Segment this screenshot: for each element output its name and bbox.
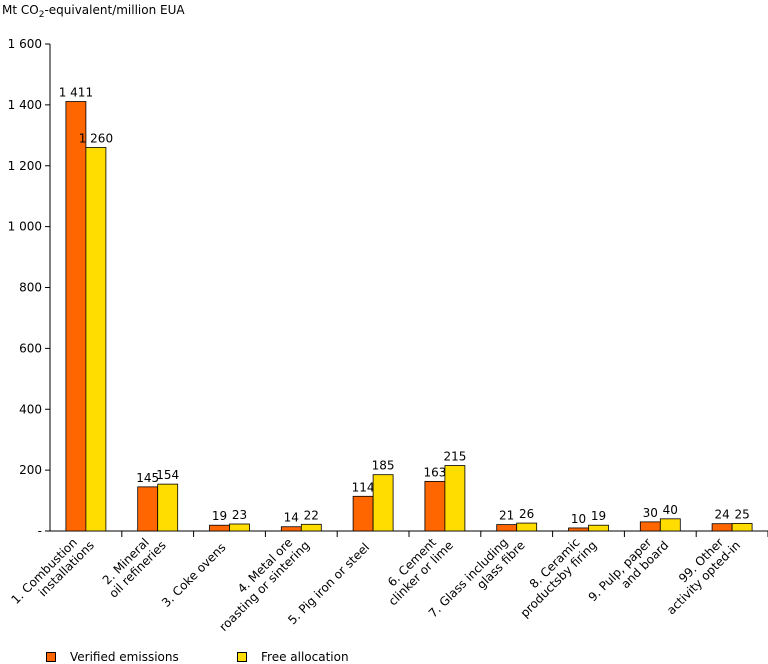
- y-tick-label: 400: [19, 402, 42, 416]
- legend-label-verified-emissions: Verified emissions: [70, 650, 179, 664]
- y-tick-label: 200: [19, 463, 42, 477]
- data-label: 1 260: [79, 131, 113, 145]
- data-label: 1 411: [59, 86, 93, 100]
- y-tick-label: 1 200: [8, 159, 42, 173]
- bar-free-allocation: [444, 465, 466, 532]
- x-tick-label: 99. Otheractivity opted-in: [654, 528, 743, 617]
- legend-swatch-verified-emissions: [46, 652, 56, 662]
- data-label: 30: [643, 506, 658, 520]
- y-tick-label: 600: [19, 341, 42, 355]
- data-label: 24: [714, 508, 729, 522]
- bar-free-allocation: [516, 522, 538, 532]
- bar-verified-emissions: [352, 495, 374, 532]
- bar-free-allocation: [372, 474, 394, 532]
- x-tick-label: 2. Mineraloil refineries: [96, 528, 168, 600]
- legend-swatch-free-allocation: [237, 652, 247, 662]
- bar-verified-emissions: [711, 523, 733, 532]
- data-label: 163: [423, 465, 446, 479]
- y-tick-label: 1 600: [8, 37, 42, 51]
- bar-free-allocation: [229, 523, 250, 532]
- bar-verified-emissions: [424, 480, 446, 532]
- x-tick-label: 3. Coke ovens: [159, 540, 229, 610]
- y-tick-label: -: [38, 524, 42, 538]
- data-label: 25: [734, 507, 749, 521]
- legend-item-free-allocation: Free allocation: [237, 650, 349, 664]
- bar-chart: Mt CO2-equivalent/million EUA - 200 400 600 8…: [2, 3, 768, 634]
- bar-free-allocation: [300, 523, 322, 532]
- data-label: 215: [443, 450, 466, 464]
- bar-verified-emissions: [496, 524, 518, 532]
- y-axis-title: Mt CO2-equivalent/million EUA: [2, 3, 185, 20]
- bar-verified-emissions: [639, 521, 661, 532]
- legend-item-verified-emissions: Verified emissions: [46, 650, 179, 664]
- bar-verified-emissions: [280, 526, 302, 532]
- bar-free-allocation: [588, 524, 609, 532]
- data-label: 14: [284, 511, 299, 525]
- x-tick-label: 9. Pulp, paperand board: [586, 528, 672, 614]
- bar-verified-emissions: [137, 486, 159, 532]
- data-label: 145: [136, 471, 159, 485]
- bar-verified-emissions: [209, 524, 230, 532]
- y-tick-label: 1 000: [8, 220, 42, 234]
- data-label: 185: [372, 459, 395, 473]
- bar-free-allocation: [157, 483, 179, 532]
- bar-verified-emissions: [65, 101, 87, 532]
- data-label: 21: [499, 509, 514, 523]
- data-label: 114: [352, 480, 375, 494]
- data-label: 10: [571, 512, 586, 526]
- bar-free-allocation: [659, 518, 681, 532]
- data-label: 19: [591, 509, 606, 523]
- bar-verified-emissions: [568, 527, 589, 532]
- data-label: 22: [304, 508, 319, 522]
- data-label: 40: [663, 503, 678, 517]
- y-tick-label: 800: [19, 281, 42, 295]
- data-label: 23: [232, 508, 247, 522]
- data-label: 26: [519, 507, 534, 521]
- data-label: 154: [156, 468, 179, 482]
- data-label: 19: [212, 509, 227, 523]
- y-tick-label: 1 400: [8, 98, 42, 112]
- x-tick-label: 1. Combustioninstallations: [8, 528, 96, 616]
- legend-label-free-allocation: Free allocation: [261, 650, 349, 664]
- bar-free-allocation: [85, 147, 107, 532]
- bar-free-allocation: [731, 522, 753, 532]
